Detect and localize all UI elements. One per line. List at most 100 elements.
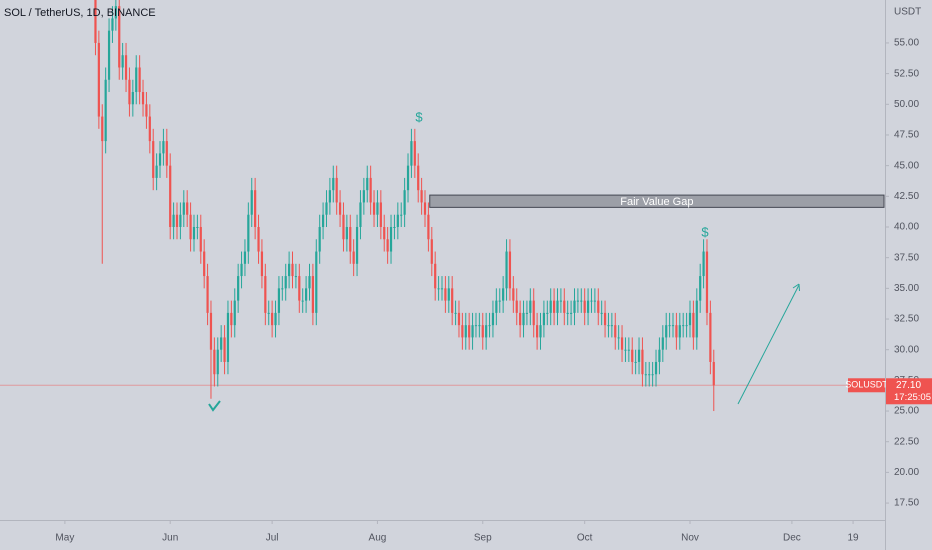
candle-body — [627, 349, 630, 351]
candle-body — [654, 361, 658, 375]
candle-body — [709, 312, 712, 362]
candle-body — [203, 251, 206, 277]
candle-body — [468, 325, 471, 338]
y-tick-label: 50.00 — [894, 99, 919, 110]
candle-body — [369, 177, 372, 203]
candle-body — [624, 349, 627, 351]
candle-body — [206, 276, 209, 313]
candle-body — [271, 312, 274, 326]
candle-body — [189, 214, 192, 240]
candle-body — [454, 312, 457, 314]
candle-body — [519, 312, 522, 326]
candle-body — [573, 300, 576, 313]
candle-body — [515, 300, 518, 313]
candle-body — [155, 165, 158, 178]
countdown-label: 17:25:05 — [894, 392, 931, 403]
candle-body — [118, 6, 121, 68]
candle-body — [485, 325, 488, 338]
candle-body — [593, 300, 596, 302]
candle-body — [101, 116, 104, 142]
candle-body — [434, 263, 437, 289]
candle-body — [94, 0, 97, 43]
candle-body — [400, 214, 403, 216]
candle-body — [695, 300, 698, 338]
candle-body — [675, 325, 678, 338]
candle-body — [447, 288, 450, 301]
y-tick-label: 17.50 — [894, 498, 919, 509]
candle-body — [410, 141, 413, 166]
candle-body — [525, 312, 529, 314]
candle-body — [372, 202, 376, 215]
candle-body — [610, 325, 613, 327]
candle-body — [420, 190, 423, 203]
candle-body — [111, 18, 114, 31]
candle-body — [464, 325, 467, 338]
arrow-head — [792, 283, 800, 292]
candle-body — [546, 312, 549, 314]
candle-body — [311, 276, 314, 313]
candle-body — [661, 337, 664, 350]
price-label: 27.10 — [896, 380, 921, 391]
candle-body — [505, 251, 508, 289]
candle-body — [243, 251, 247, 264]
candle-body — [128, 79, 131, 105]
candle-body — [634, 361, 637, 363]
candle-body — [379, 202, 382, 227]
candle-body — [563, 300, 566, 313]
y-tick-label: 25.00 — [894, 406, 919, 417]
candle-body — [308, 276, 311, 289]
candle-body — [607, 325, 610, 327]
axis-unit: USDT — [894, 7, 921, 18]
symbol-label: SOLUSDT — [845, 380, 888, 390]
candle-body — [165, 141, 168, 166]
candle-body — [301, 300, 304, 302]
candle-body — [631, 349, 634, 362]
candle-body — [481, 325, 484, 338]
candle-body — [678, 325, 681, 338]
candle-body — [179, 214, 182, 227]
candle-body — [131, 92, 134, 105]
candle-body — [549, 300, 552, 313]
candle-body — [114, 6, 117, 19]
candle-body — [152, 141, 155, 178]
check-mark — [208, 400, 221, 412]
candle-body — [536, 325, 539, 338]
y-tick-label: 40.00 — [894, 222, 919, 233]
candle-body — [162, 141, 165, 154]
candle-body — [556, 300, 559, 313]
candle-body — [135, 67, 138, 93]
candle-body — [107, 30, 111, 80]
candle-body — [671, 325, 675, 327]
candle-body — [665, 325, 668, 338]
x-tick-label: Jul — [266, 533, 279, 544]
candle-body — [620, 337, 624, 350]
candle-body — [291, 263, 294, 277]
y-tick-label: 52.50 — [894, 68, 919, 79]
candle-body — [376, 202, 379, 215]
candle-body — [386, 239, 389, 252]
x-tick-label: Dec — [783, 533, 801, 544]
candle-body — [338, 202, 342, 215]
candle-body — [383, 226, 386, 240]
x-tick-label: Jun — [162, 533, 178, 544]
candle-body — [321, 214, 325, 227]
x-tick-label: 19 — [848, 533, 860, 544]
candle-body — [692, 312, 695, 338]
candle-body — [552, 300, 556, 313]
candle-body — [668, 325, 671, 327]
candle-body — [186, 202, 189, 215]
candle-body — [213, 349, 216, 375]
candle-body — [451, 288, 454, 313]
candle-body — [355, 226, 359, 264]
candle-body — [175, 214, 179, 227]
candle-body — [281, 288, 284, 290]
candle-body — [366, 177, 369, 191]
candle-body — [359, 202, 362, 227]
candle-body — [651, 374, 654, 376]
candle-body — [522, 312, 525, 326]
y-tick-label: 55.00 — [894, 38, 919, 49]
candle-body — [172, 214, 175, 227]
y-tick-label: 30.00 — [894, 344, 919, 355]
